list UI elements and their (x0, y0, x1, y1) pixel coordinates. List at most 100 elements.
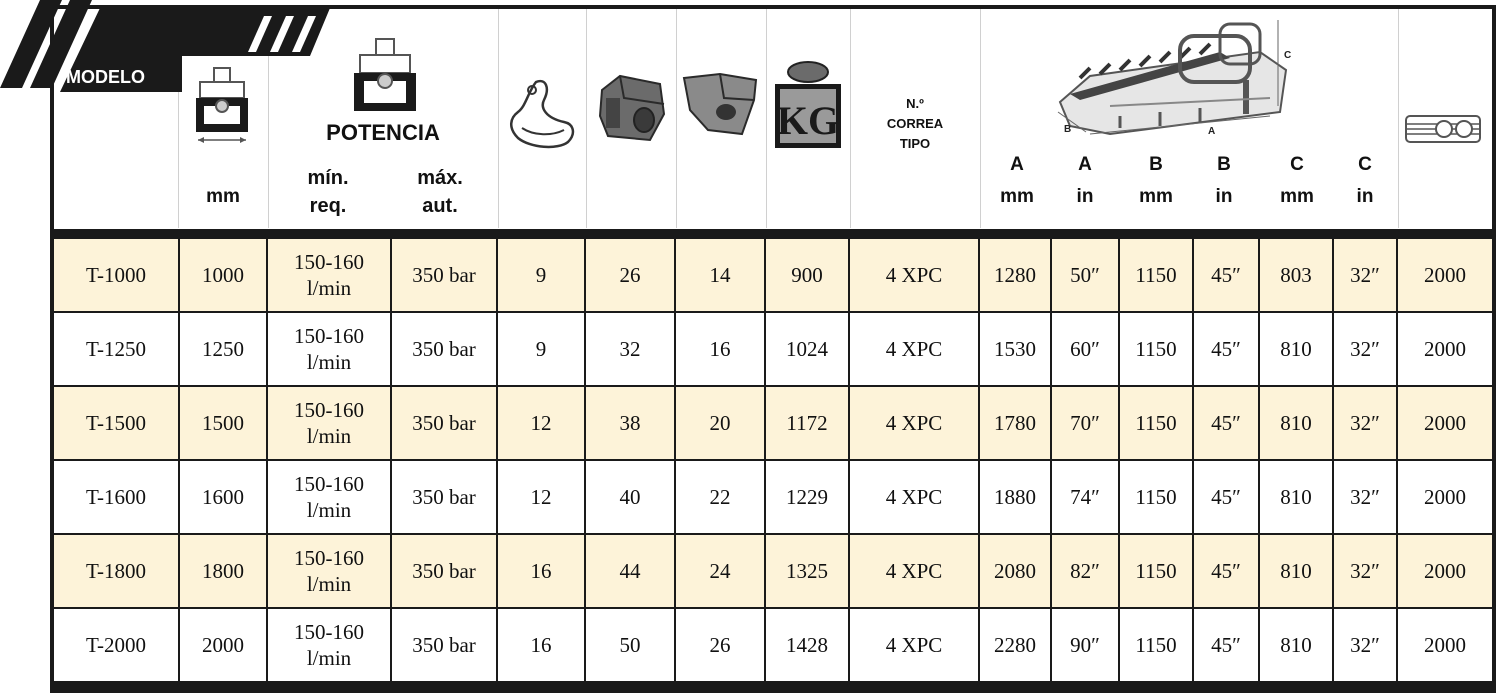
header-cell-correa (850, 9, 980, 228)
cell-b-in: 45″ (1194, 239, 1258, 311)
cell-model: T-1250 (54, 313, 178, 385)
dim-label-c-letter: C (1290, 154, 1304, 175)
cell-a-in: 90″ (1052, 609, 1118, 681)
cell-a-in: 82″ (1052, 535, 1118, 607)
cell-last: 2000 (1398, 239, 1492, 311)
cell-kg: 1325 (766, 535, 848, 607)
cell-c1: 12 (498, 461, 584, 533)
cell-model: T-1500 (54, 387, 178, 459)
cell-c1: 16 (498, 609, 584, 681)
cell-min: 150-160 l/min (268, 387, 390, 459)
cell-b-in: 45″ (1194, 461, 1258, 533)
cell-mm: 1000 (180, 239, 266, 311)
width-unit-label: mm (206, 186, 240, 207)
cell-belt: 4 XPC (850, 239, 978, 311)
cell-c1: 16 (498, 535, 584, 607)
cell-belt: 4 XPC (850, 313, 978, 385)
cell-c-mm: 810 (1260, 387, 1332, 459)
cell-a-mm: 2080 (980, 535, 1050, 607)
cell-last: 2000 (1398, 313, 1492, 385)
cell-kg: 1024 (766, 313, 848, 385)
dim-label-a-in-letter: A (1078, 154, 1092, 175)
cell-c-in: 32″ (1334, 609, 1396, 681)
cell-a-mm: 1280 (980, 239, 1050, 311)
cell-c1: 12 (498, 387, 584, 459)
cell-c2: 40 (586, 461, 674, 533)
cell-mm: 1600 (180, 461, 266, 533)
cell-b-in: 45″ (1194, 313, 1258, 385)
cell-c1: 9 (498, 313, 584, 385)
cell-max: 350 bar (392, 609, 496, 681)
header-divider (54, 229, 1492, 237)
svg-text:B: B (1064, 124, 1071, 135)
cell-b-in: 45″ (1194, 535, 1258, 607)
table-frame (50, 5, 1496, 693)
cell-c3: 16 (676, 313, 764, 385)
cell-min: 150-160 l/min (268, 461, 390, 533)
min-req-label: mín. req. (307, 167, 349, 217)
cell-model: T-1000 (54, 239, 178, 311)
cell-c2: 50 (586, 609, 674, 681)
table-row: T-1000 1000 150-160 l/min 350 bar 9 26 14 900 4 … (54, 239, 1492, 311)
hammer-blade-icon (510, 79, 575, 149)
mulcher-diagram-icon: C A B (1057, 20, 1291, 137)
cell-mm: 1500 (180, 387, 266, 459)
cell-max: 350 bar (392, 313, 496, 385)
table-row: T-1500 1500 150-160 l/min 350 bar 12 38 20 1172… (54, 387, 1492, 459)
svg-text:A: A (1208, 126, 1215, 137)
dim-label-c-in-unit: in (1356, 186, 1374, 207)
table-row: T-1600 1600 150-160 l/min 350 bar 12 40 22 1229… (54, 461, 1492, 533)
dim-label-a-unit: mm (1000, 186, 1034, 207)
cell-belt: 4 XPC (850, 535, 978, 607)
cell-last: 2000 (1398, 387, 1492, 459)
cell-min: 150-160 l/min (268, 609, 390, 681)
svg-text:C: C (1284, 50, 1291, 61)
cell-a-mm: 1530 (980, 313, 1050, 385)
cell-max: 350 bar (392, 535, 496, 607)
cell-kg: 1428 (766, 609, 848, 681)
cell-mm: 2000 (180, 609, 266, 681)
dim-label-c-unit: mm (1280, 186, 1314, 207)
hammer-block-icon (598, 74, 666, 142)
cell-c3: 24 (676, 535, 764, 607)
width-icon (196, 67, 248, 143)
cell-max: 350 bar (392, 461, 496, 533)
cell-a-mm: 2280 (980, 609, 1050, 681)
cell-c2: 38 (586, 387, 674, 459)
dim-label-a-letter: A (1010, 154, 1024, 175)
weight-icon: KG (775, 61, 841, 148)
cell-mm: 1250 (180, 313, 266, 385)
dim-label-b-in-unit: in (1215, 186, 1233, 207)
cell-a-mm: 1880 (980, 461, 1050, 533)
dim-label-b-in-letter: B (1217, 154, 1231, 175)
cell-c3: 22 (676, 461, 764, 533)
cell-c-in: 32″ (1334, 313, 1396, 385)
cell-b-mm: 1150 (1120, 609, 1192, 681)
dim-label-b-unit: mm (1139, 186, 1173, 207)
cell-a-in: 74″ (1052, 461, 1118, 533)
cell-last: 2000 (1398, 535, 1492, 607)
cell-min: 150-160 l/min (268, 535, 390, 607)
dim-label-a-in-unit: in (1076, 186, 1094, 207)
cell-max: 350 bar (392, 387, 496, 459)
cell-belt: 4 XPC (850, 461, 978, 533)
cell-b-mm: 1150 (1120, 535, 1192, 607)
cell-c-mm: 810 (1260, 461, 1332, 533)
cell-c3: 14 (676, 239, 764, 311)
cell-c2: 44 (586, 535, 674, 607)
cell-c1: 9 (498, 239, 584, 311)
cell-min: 150-160 l/min (268, 239, 390, 311)
knife-icon (682, 72, 758, 136)
cell-a-in: 50″ (1052, 239, 1118, 311)
cell-last: 2000 (1398, 461, 1492, 533)
header-cell-last (1398, 9, 1492, 228)
cell-belt: 4 XPC (850, 387, 978, 459)
correa-label: N.º CORREA TIPO (886, 96, 944, 151)
cell-c3: 26 (676, 609, 764, 681)
modelo-label: MODELO (66, 67, 145, 87)
potencia-label: POTENCIA (326, 120, 440, 145)
cell-mm: 1800 (180, 535, 266, 607)
table-row: T-2000 2000 150-160 l/min 350 bar 16 50 26 1428… (54, 609, 1492, 681)
cell-c-in: 32″ (1334, 387, 1396, 459)
cell-c2: 26 (586, 239, 674, 311)
